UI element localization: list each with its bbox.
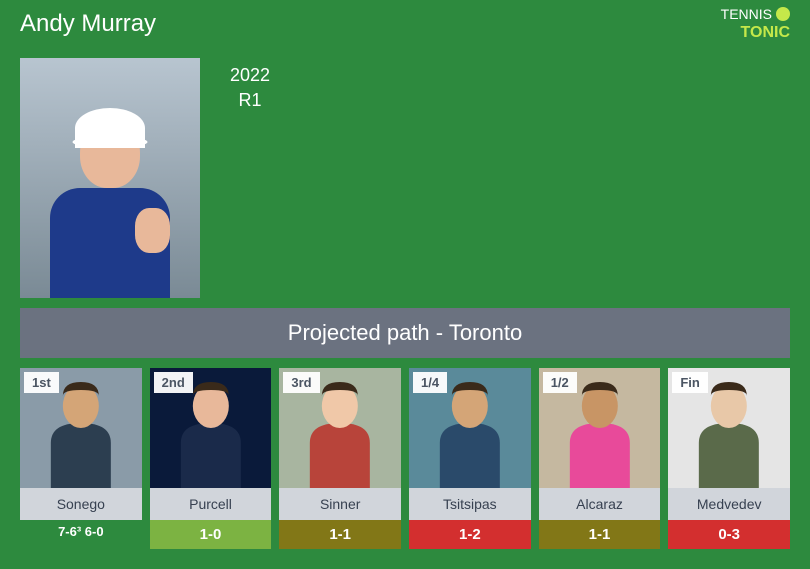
h2h-record: 1-1 bbox=[279, 520, 401, 549]
opponent-name: Sonego bbox=[20, 488, 142, 520]
opponent-card: 2nd Purcell1-0 bbox=[150, 368, 272, 549]
opponent-name: Alcaraz bbox=[539, 488, 661, 520]
opponent-photo: 1/2 bbox=[539, 368, 661, 488]
opponent-name: Sinner bbox=[279, 488, 401, 520]
match-score: 7-6³ 6-0 bbox=[20, 520, 142, 539]
h2h-record: 1-2 bbox=[409, 520, 531, 549]
opponent-photo: 3rd bbox=[279, 368, 401, 488]
opponent-name: Purcell bbox=[150, 488, 272, 520]
opponent-card: 1/4 Tsitsipas1-2 bbox=[409, 368, 531, 549]
round-label: Fin bbox=[672, 372, 708, 393]
round-label: 1/2 bbox=[543, 372, 577, 393]
logo-tonic-text: TONIC bbox=[721, 23, 790, 42]
opponent-card: 3rd Sinner1-1 bbox=[279, 368, 401, 549]
opponent-card: 1/2 Alcaraz1-1 bbox=[539, 368, 661, 549]
h2h-record: 1-1 bbox=[539, 520, 661, 549]
opponent-card: Fin Medvedev0-3 bbox=[668, 368, 790, 549]
brand-logo: TENNIS TONIC bbox=[721, 6, 790, 42]
opponent-card: 1st Sonego7-6³ 6-0 bbox=[20, 368, 142, 549]
opponent-photo: 1/4 bbox=[409, 368, 531, 488]
round-label: 2nd bbox=[154, 372, 193, 393]
opponent-name: Tsitsipas bbox=[409, 488, 531, 520]
opponent-name: Medvedev bbox=[668, 488, 790, 520]
tennis-ball-icon bbox=[776, 7, 790, 21]
opponent-photo: 2nd bbox=[150, 368, 272, 488]
year-result-box: 2022 R1 bbox=[215, 58, 285, 118]
main-player-photo bbox=[20, 58, 200, 298]
opponents-path: 1stSonego7-6³ 6-02ndPurcell1-03rdSinner1… bbox=[0, 358, 810, 569]
opponent-photo: Fin bbox=[668, 368, 790, 488]
player-name: Andy Murray bbox=[20, 10, 156, 38]
projected-path-header: Projected path - Toronto bbox=[20, 308, 790, 358]
h2h-record: 1-0 bbox=[150, 520, 272, 549]
round-result: R1 bbox=[238, 90, 261, 111]
opponent-photo: 1st bbox=[20, 368, 142, 488]
year-label: 2022 bbox=[230, 65, 270, 86]
round-label: 1st bbox=[24, 372, 59, 393]
round-label: 3rd bbox=[283, 372, 319, 393]
logo-tennis-text: TENNIS bbox=[721, 6, 772, 23]
round-label: 1/4 bbox=[413, 372, 447, 393]
h2h-record: 0-3 bbox=[668, 520, 790, 549]
